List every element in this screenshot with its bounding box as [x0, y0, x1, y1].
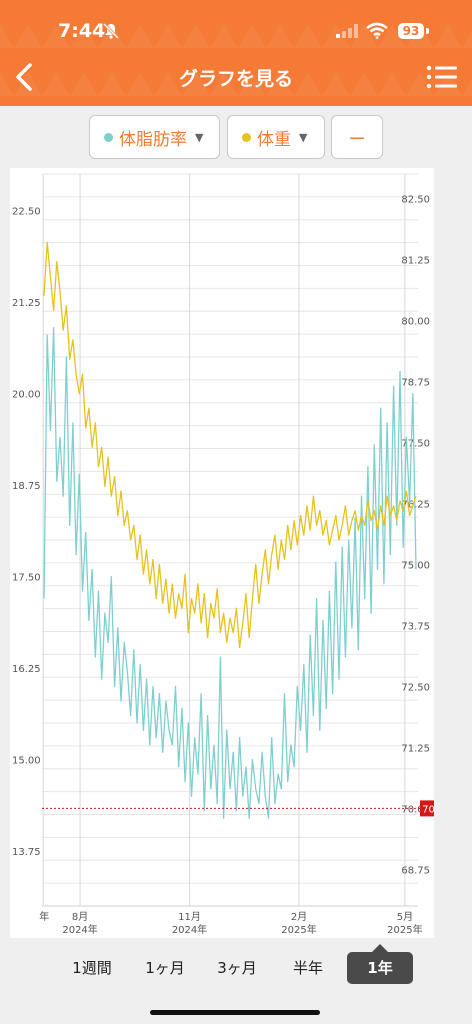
left-tick-label: 21.25	[12, 298, 41, 309]
caret-down-icon: ▼	[299, 130, 308, 144]
tab-half-year[interactable]: 半年	[292, 959, 323, 977]
tab-1week[interactable]: 1週間	[72, 959, 112, 977]
list-menu-icon[interactable]	[426, 65, 458, 89]
right-tick-label: 81.25	[401, 255, 430, 266]
weight-filter-label: 体重	[257, 129, 291, 150]
caret-down-icon: ▼	[195, 130, 204, 144]
left-tick-label: 15.00	[12, 756, 41, 767]
signal-icon	[336, 24, 358, 38]
body-fat-filter-button[interactable]: 体脂肪率 ▼	[89, 115, 220, 159]
right-tick-label: 73.75	[401, 621, 430, 632]
body-fat-filter-label: 体脂肪率	[119, 129, 187, 150]
weight-dot-icon	[242, 132, 251, 142]
weight-filter-button[interactable]: 体重 ▼	[227, 115, 325, 159]
period-tabs: 1週間 1ヶ月 3ヶ月 半年 1年	[0, 944, 472, 994]
target-label: 70.00	[422, 804, 434, 815]
right-tick-label: 82.50	[401, 194, 430, 205]
home-indicator	[150, 1010, 320, 1015]
chart-svg: 13.75 15.00 16.25 17.50 18.75 20.00 21.25 22.50…	[12, 173, 453, 936]
right-tick-label: 78.75	[401, 377, 430, 388]
right-tick-label: 76.25	[401, 499, 430, 510]
left-tick-label: 22.50	[12, 207, 41, 218]
app-header: 7:44 93 グラフを見る	[0, 0, 472, 106]
third-filter-button[interactable]: ー	[331, 115, 383, 159]
x-tick-label: 8月	[72, 911, 88, 923]
active-tab-pointer	[372, 944, 388, 952]
x-tick-sublabel: 2025年	[387, 923, 422, 936]
x-tick-label: 2月	[291, 911, 307, 923]
x-tick-label: 年	[39, 910, 49, 923]
right-tick-label: 70.00	[401, 804, 430, 815]
right-tick-label: 80.00	[401, 316, 430, 327]
x-tick-sublabel: 2025年	[281, 923, 316, 936]
x-tick-sublabel: 2024年	[62, 923, 97, 936]
left-tick-label: 16.25	[12, 664, 41, 675]
left-tick-label: 13.75	[12, 847, 41, 858]
x-tick-sublabel: 2024年	[172, 923, 207, 936]
battery-nub	[426, 28, 429, 34]
left-tick-label: 20.00	[12, 390, 41, 401]
left-tick-label: 18.75	[12, 481, 41, 492]
wifi-icon	[366, 22, 388, 39]
tab-1year[interactable]: 1年	[347, 952, 413, 984]
battery-indicator: 93	[398, 23, 424, 39]
x-tick-label: 11月	[178, 911, 201, 923]
right-tick-label: 68.75	[401, 865, 430, 876]
filter-bar: 体脂肪率 ▼ 体重 ▼ ー	[0, 106, 472, 166]
status-time: 7:44	[58, 20, 106, 42]
tab-3months[interactable]: 3ヶ月	[217, 959, 257, 977]
page-title: グラフを見る	[178, 68, 293, 90]
x-tick-label: 5月	[397, 911, 413, 923]
chart-area[interactable]: 13.75 15.00 16.25 17.50 18.75 20.00 21.25 22.50…	[10, 168, 453, 938]
weight-series-line	[43, 241, 417, 649]
body-fat-series-line	[43, 327, 417, 819]
left-tick-label: 17.50	[12, 573, 41, 584]
bell-muted-icon	[102, 22, 120, 40]
tab-1month[interactable]: 1ヶ月	[145, 959, 185, 977]
body-fat-dot-icon	[104, 132, 113, 142]
back-chevron-icon[interactable]	[12, 62, 38, 92]
right-tick-label: 71.25	[401, 743, 430, 754]
right-tick-label: 72.50	[401, 682, 430, 693]
right-tick-label: 77.50	[401, 438, 430, 449]
third-filter-label: ー	[348, 129, 366, 150]
